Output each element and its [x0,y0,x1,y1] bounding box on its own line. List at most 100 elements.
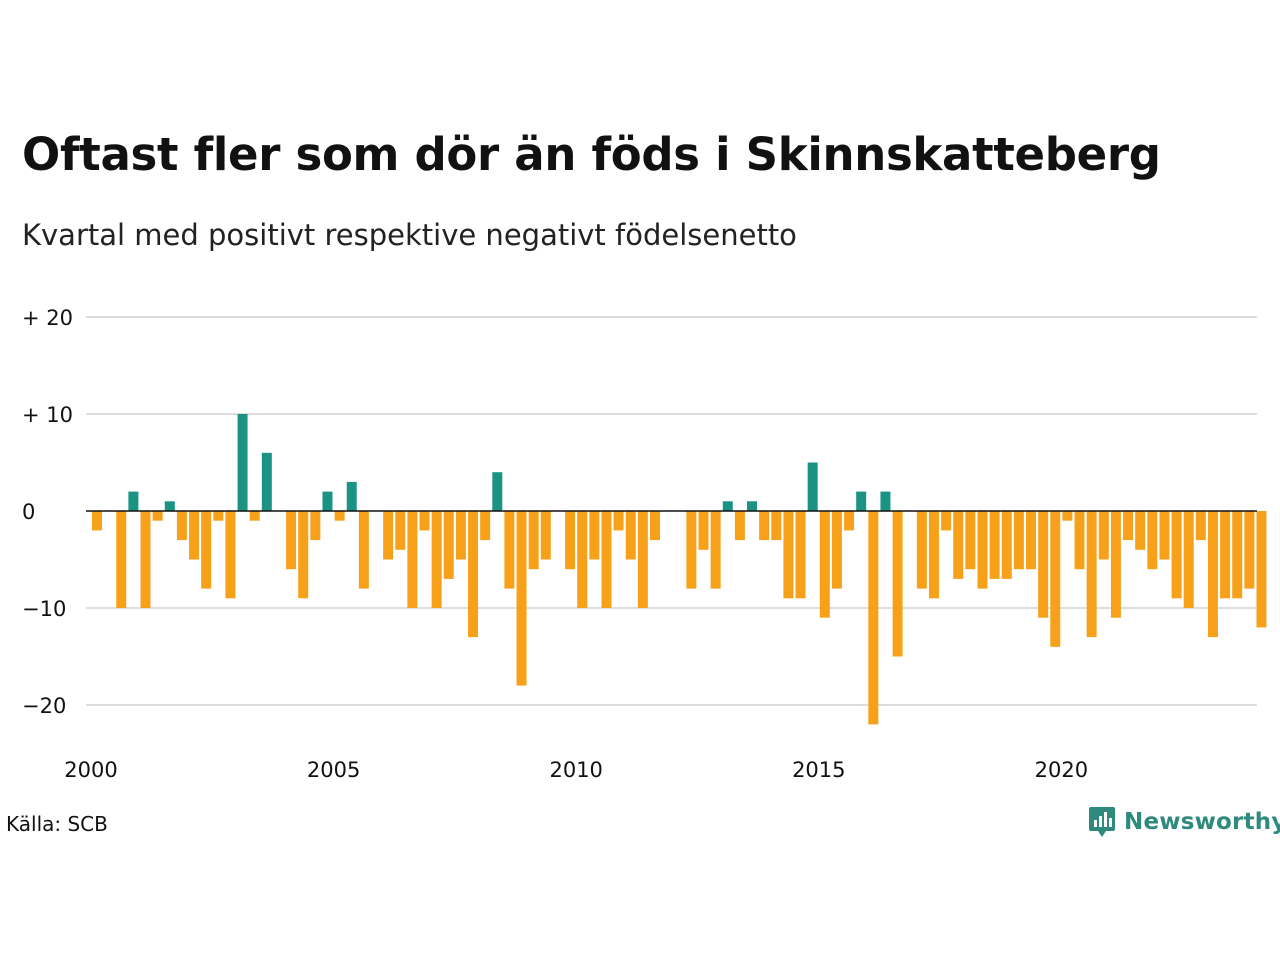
bar [407,511,418,608]
bar [1026,511,1037,570]
bar [589,511,600,560]
bar [1013,511,1024,570]
bars [92,414,1267,725]
bar [164,501,175,511]
bar [443,511,454,579]
bar [1207,511,1218,638]
bar [1001,511,1012,579]
x-tick-label: 2020 [1035,758,1088,782]
bar [92,511,102,531]
bar [1098,511,1109,560]
bar [540,511,551,560]
bar [1220,511,1231,599]
bar [1183,511,1194,608]
bar [734,511,745,541]
bar [565,511,576,570]
bar [831,511,842,589]
bar [528,511,539,570]
y-tick-label: + 20 [22,306,73,330]
x-tick-label: 2005 [307,758,360,782]
bar [1062,511,1073,521]
bar [516,511,527,686]
brand-logo: Newsworthy [1088,805,1280,839]
chart-bubble-icon [1088,805,1116,839]
bar [1159,511,1170,560]
bar [916,511,927,589]
bar [1110,511,1121,618]
bar [747,501,758,511]
bar [710,511,721,589]
bar [844,511,855,531]
bar [1244,511,1255,589]
bar [928,511,939,599]
bar [613,511,624,531]
bar [771,511,782,541]
bar [213,511,224,521]
bar [1038,511,1049,618]
bar [698,511,709,550]
y-tick-label: 0 [22,500,35,524]
y-tick-label: + 10 [22,403,73,427]
bar [759,511,770,541]
bar [1256,511,1267,628]
bar [1195,511,1206,541]
bar [152,511,163,521]
bar [965,511,976,570]
bar [601,511,612,608]
bar [649,511,660,541]
x-tick-label: 2010 [549,758,602,782]
bar [383,511,394,560]
y-tick-label: −20 [22,694,66,718]
x-tick-label: 2000 [64,758,117,782]
bar [1135,511,1146,550]
bar-chart: + 20 + 10 0 −10 −20 2000 2005 2010 2015 2020 [22,306,1267,782]
bar [892,511,903,657]
bar [201,511,212,589]
bar [868,511,879,725]
bar [637,511,648,608]
bar [395,511,406,550]
bar [1074,511,1085,570]
bar [310,511,321,541]
bar [625,511,636,560]
brand-name: Newsworthy [1124,809,1280,835]
chart-title: Oftast fler som dör än föds i Skinnskatt… [22,128,1161,181]
bar [358,511,369,589]
bar [225,511,236,599]
bar [1232,511,1243,599]
bar [286,511,297,570]
bar [455,511,466,560]
bar [346,481,357,511]
bar [1147,511,1158,570]
gridlines [86,316,1257,706]
bar [298,511,309,599]
x-tick-label: 2015 [792,758,845,782]
bar [322,491,333,511]
bar [1171,511,1182,599]
bar [880,491,891,511]
source-note: Källa: SCB [6,812,108,836]
bar [492,472,503,511]
bar [468,511,479,638]
bar [334,511,345,521]
bar [237,414,248,511]
bar [795,511,806,599]
bar [1050,511,1061,647]
bar [1123,511,1134,541]
bar [419,511,430,531]
bar [989,511,1000,579]
bar [504,511,515,589]
bar [977,511,988,589]
axes: + 20 + 10 0 −10 −20 2000 2005 2010 2015 2020 [22,306,1257,782]
bar [783,511,794,599]
bar [819,511,830,618]
bar [140,511,151,608]
bar [431,511,442,608]
bar [1086,511,1097,638]
bar [480,511,491,541]
bar [807,462,818,511]
y-tick-label: −10 [22,597,66,621]
bar [261,452,272,511]
bar [941,511,952,531]
bar [953,511,964,579]
